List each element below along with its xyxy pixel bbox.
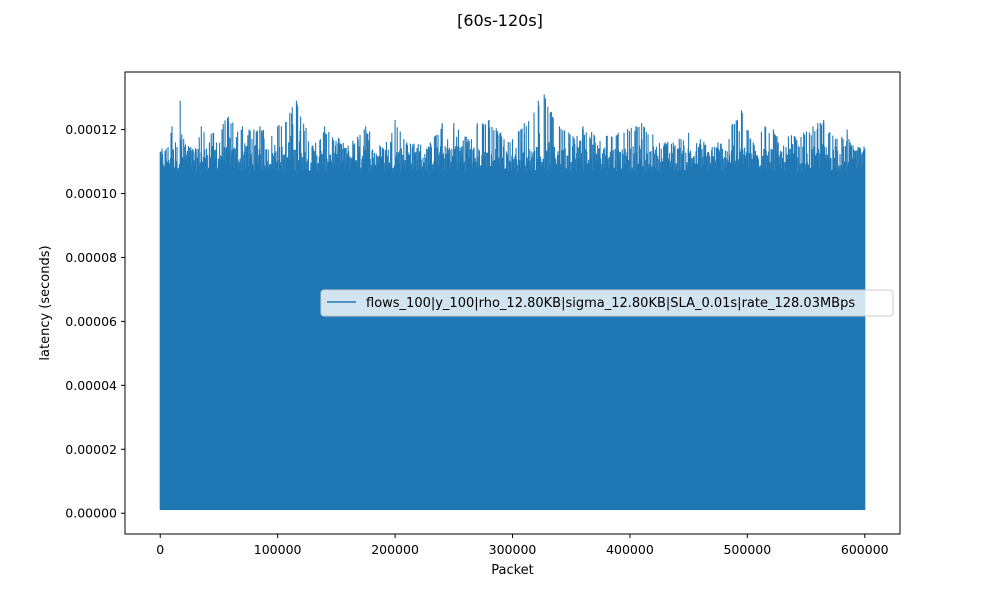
x-tick-label: 600000 — [841, 542, 889, 557]
chart-title: [60s-120s] — [457, 11, 543, 30]
x-axis-ticks: 0 100000 200000 300000 400000 500000 600000 — [156, 534, 889, 557]
y-tick-label: 0.00000 — [65, 506, 117, 521]
x-tick-label: 300000 — [489, 542, 537, 557]
y-tick-label: 0.00008 — [65, 250, 117, 265]
x-tick-label: 500000 — [723, 542, 771, 557]
x-tick-label: 0 — [156, 542, 164, 557]
y-tick-label: 0.00002 — [65, 442, 117, 457]
axes-frame — [124, 71, 901, 535]
y-axis-label: latency (seconds) — [38, 245, 53, 360]
y-tick-label: 0.00004 — [65, 378, 117, 393]
y-axis-ticks: 0.00000 0.00002 0.00004 0.00006 0.00008 0.000… — [65, 122, 125, 521]
x-tick-label: 100000 — [254, 542, 302, 557]
y-tick-label: 0.00010 — [65, 186, 117, 201]
x-tick-label: 200000 — [371, 542, 419, 557]
x-axis-label: Packet — [491, 563, 534, 578]
series-line — [159, 94, 866, 511]
x-tick-label: 400000 — [606, 542, 654, 557]
legend-entry-label: flows_100|y_100|rho_12.80KB|sigma_12.80K… — [366, 296, 855, 311]
y-tick-label: 0.00006 — [65, 314, 117, 329]
plot-area — [159, 94, 866, 511]
legend: flows_100|y_100|rho_12.80KB|sigma_12.80K… — [320, 289, 894, 317]
legend-box — [320, 289, 894, 317]
y-tick-label: 0.00012 — [65, 122, 117, 137]
